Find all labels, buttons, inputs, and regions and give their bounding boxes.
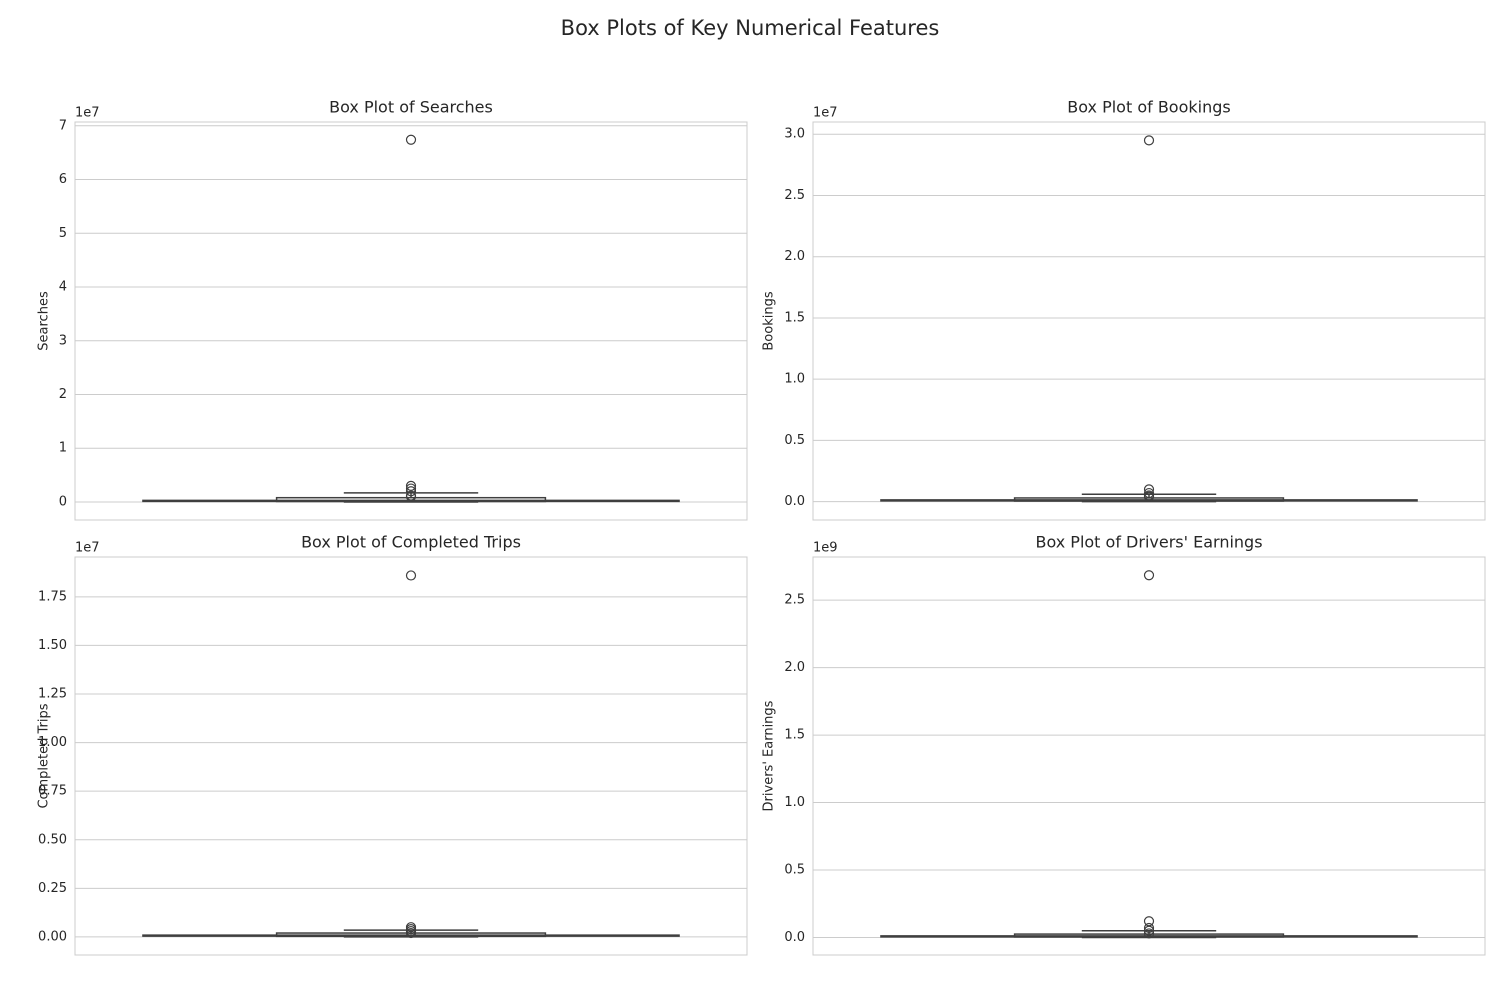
offset-label: 1e7 bbox=[75, 106, 100, 121]
outlier bbox=[1143, 928, 1155, 939]
y-tick-label: 0.00 bbox=[38, 929, 67, 944]
y-tick-label: 1.00 bbox=[38, 735, 67, 750]
y-axis-label: Completed Trips bbox=[37, 703, 52, 808]
y-tick-label: 2.5 bbox=[784, 593, 805, 608]
y-tick-label: 3 bbox=[59, 333, 67, 348]
subplot-title: Box Plot of Completed Trips bbox=[301, 533, 521, 552]
outlier bbox=[405, 486, 417, 497]
subplot-title: Box Plot of Drivers' Earnings bbox=[1035, 533, 1262, 552]
outlier bbox=[1143, 491, 1155, 502]
plot-area bbox=[74, 121, 748, 521]
y-tick-label: 1.0 bbox=[784, 372, 805, 387]
y-tick-label: 5 bbox=[59, 226, 67, 241]
offset-label: 1e7 bbox=[75, 541, 100, 556]
outlier bbox=[1143, 487, 1155, 499]
y-tick-label: 0.0 bbox=[784, 930, 805, 945]
plot-area bbox=[812, 121, 1486, 521]
plot-area bbox=[74, 556, 748, 956]
offset-label: 1e9 bbox=[813, 541, 838, 556]
outlier bbox=[1143, 570, 1155, 581]
y-tick-label: 2.5 bbox=[784, 188, 805, 203]
y-tick-label: 4 bbox=[59, 280, 67, 295]
y-tick-label: 2 bbox=[59, 387, 67, 402]
y-tick-label: 1.25 bbox=[38, 687, 67, 702]
y-tick-label: 1.0 bbox=[784, 795, 805, 810]
y-axis-label: Drivers' Earnings bbox=[762, 700, 777, 811]
y-tick-label: 3.0 bbox=[784, 127, 805, 142]
outlier bbox=[1143, 484, 1155, 495]
y-axis-label: Bookings bbox=[762, 291, 777, 350]
outlier bbox=[405, 134, 417, 145]
subplot-title: Box Plot of Searches bbox=[329, 98, 493, 117]
y-tick-label: 1.5 bbox=[784, 310, 805, 325]
y-tick-label: 2.0 bbox=[784, 660, 805, 675]
y-tick-label: 0.5 bbox=[784, 863, 805, 878]
y-axis-label: Searches bbox=[37, 291, 52, 351]
y-tick-label: 0.5 bbox=[784, 433, 805, 448]
y-tick-label: 6 bbox=[59, 172, 67, 187]
y-tick-label: 0.75 bbox=[38, 784, 67, 799]
subplot-title: Box Plot of Bookings bbox=[1067, 98, 1230, 117]
outlier bbox=[405, 480, 417, 491]
y-tick-label: 0.50 bbox=[38, 832, 67, 847]
y-tick-label: 0.0 bbox=[784, 494, 805, 509]
figure-title: Box Plots of Key Numerical Features bbox=[561, 16, 940, 40]
y-tick-label: 1.50 bbox=[38, 638, 67, 653]
plot-area bbox=[812, 556, 1486, 956]
y-tick-label: 1.5 bbox=[784, 728, 805, 743]
y-tick-label: 7 bbox=[59, 118, 67, 133]
y-tick-label: 0 bbox=[59, 494, 67, 509]
outlier bbox=[405, 570, 417, 581]
outlier bbox=[1143, 135, 1155, 146]
outlier bbox=[405, 927, 417, 939]
outlier bbox=[405, 491, 417, 502]
y-tick-label: 1.75 bbox=[38, 589, 67, 604]
y-tick-label: 2.0 bbox=[784, 249, 805, 264]
outlier bbox=[1143, 922, 1155, 934]
y-tick-label: 0.25 bbox=[38, 881, 67, 896]
offset-label: 1e7 bbox=[813, 106, 838, 121]
outlier bbox=[1143, 925, 1155, 936]
y-tick-label: 1 bbox=[59, 441, 67, 456]
outlier bbox=[405, 483, 417, 494]
